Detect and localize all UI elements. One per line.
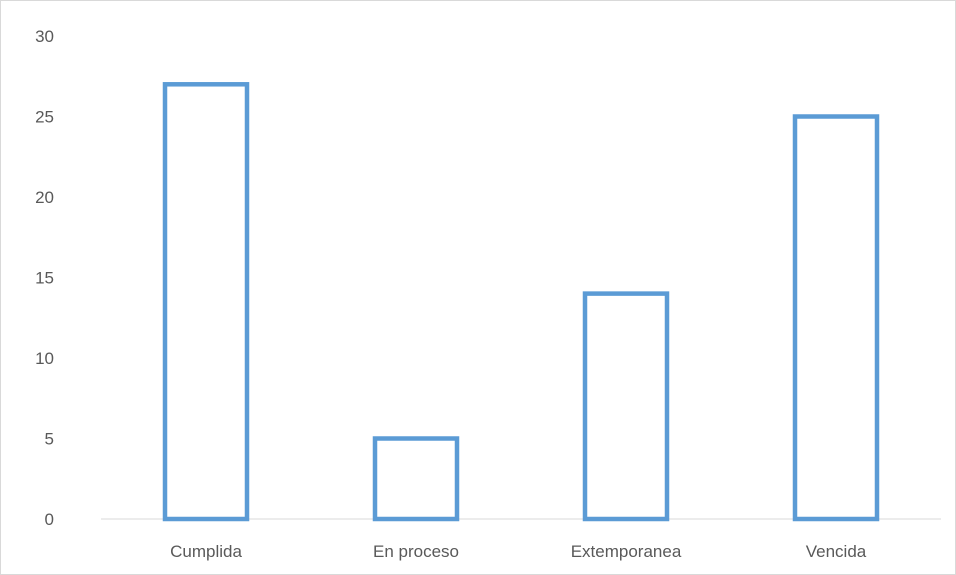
- category-label: Vencida: [806, 542, 867, 561]
- bars: [162, 82, 880, 522]
- bar-vencida: [792, 114, 880, 522]
- bar-extemporanea: [582, 291, 670, 522]
- y-tick-label: 10: [35, 349, 54, 368]
- y-tick-label: 30: [35, 27, 54, 46]
- category-labels: Cumplida En proceso Extemporanea Vencida: [170, 542, 867, 561]
- y-axis-ticks: 0 5 10 15 20 25 30: [35, 27, 54, 529]
- bar-cumplida: [162, 82, 250, 522]
- bar-en-proceso: [372, 436, 460, 522]
- y-tick-label: 20: [35, 188, 54, 207]
- y-tick-label: 5: [45, 430, 54, 449]
- category-label: En proceso: [373, 542, 459, 561]
- y-tick-label: 15: [35, 269, 54, 288]
- category-label: Extemporanea: [571, 542, 682, 561]
- y-tick-label: 25: [35, 108, 54, 127]
- y-tick-label: 0: [45, 510, 54, 529]
- category-label: Cumplida: [170, 542, 242, 561]
